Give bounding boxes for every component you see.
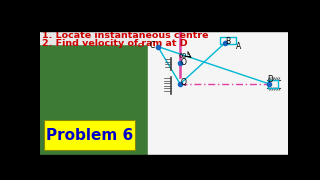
Bar <box>268 80 277 88</box>
Bar <box>40 31 150 44</box>
Text: C: C <box>138 43 142 48</box>
Text: Problem 6: Problem 6 <box>46 128 133 143</box>
Bar <box>220 37 236 44</box>
Text: O: O <box>181 58 187 67</box>
Text: C: C <box>150 41 155 50</box>
Text: D: D <box>268 75 274 84</box>
Text: 60°: 60° <box>179 53 190 58</box>
Text: 1. Locate instantaneous centre: 1. Locate instantaneous centre <box>43 31 209 40</box>
Bar <box>40 31 148 155</box>
Bar <box>148 31 288 155</box>
Bar <box>40 22 288 31</box>
Bar <box>40 155 288 160</box>
Text: A: A <box>236 42 242 51</box>
Text: B: B <box>225 37 230 46</box>
FancyBboxPatch shape <box>44 120 135 150</box>
Text: Q: Q <box>180 78 186 87</box>
Text: 2. Find velocity of ram at D: 2. Find velocity of ram at D <box>43 39 188 48</box>
